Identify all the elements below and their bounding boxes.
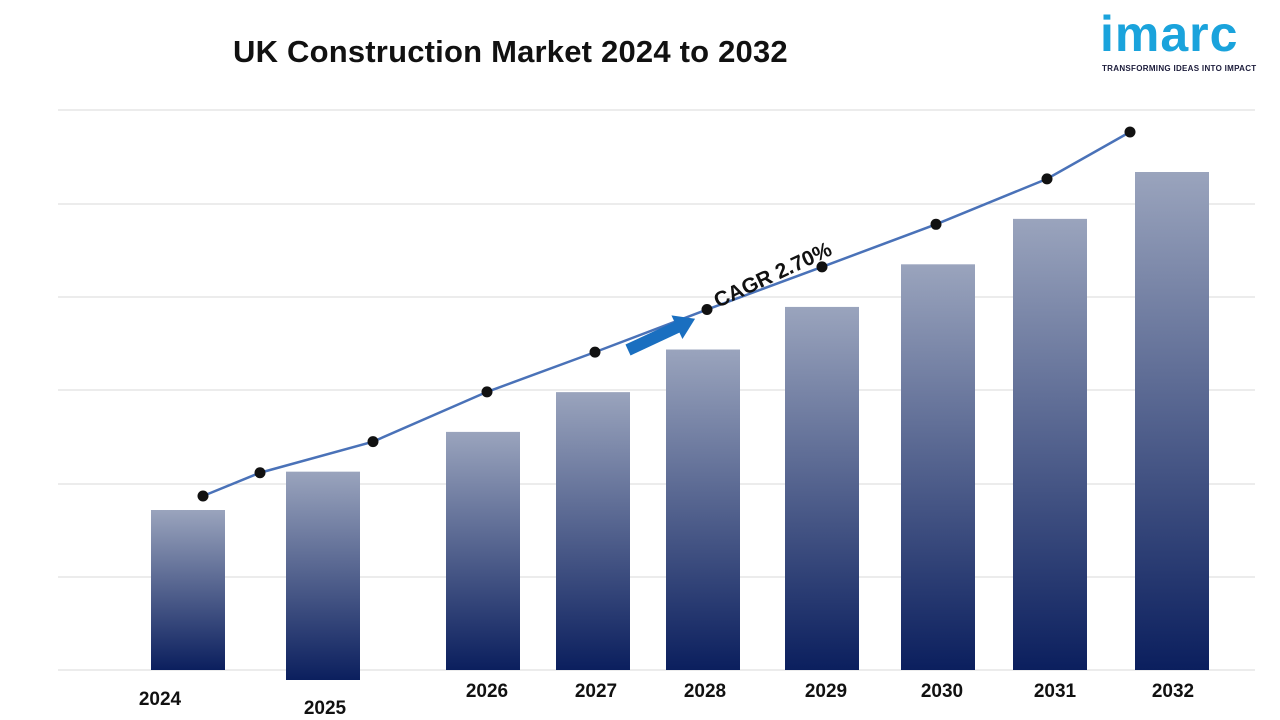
x-axis-labels: 2024 2025 2026 2027 2028 2029 2030 2031 2032: [139, 681, 1194, 719]
trend-line: [197, 126, 1136, 502]
bar-2024: [151, 510, 225, 670]
trend-marker: [197, 490, 209, 502]
x-tick-label: 2026: [466, 681, 508, 702]
x-tick-label: 2028: [684, 681, 726, 702]
x-tick-label: 2032: [1152, 681, 1194, 702]
x-tick-label: 2029: [805, 681, 847, 702]
trend-marker: [481, 386, 493, 398]
bar-2027: [556, 392, 630, 670]
bars: [151, 172, 1209, 680]
trend-marker: [254, 467, 266, 479]
trend-marker: [367, 436, 379, 448]
bar-2032: [1135, 172, 1209, 670]
x-tick-label: 2024: [139, 689, 182, 710]
logo-tagline: TRANSFORMING IDEAS INTO IMPACT: [1102, 64, 1257, 73]
trend-marker: [701, 304, 713, 316]
bar-2026: [446, 431, 520, 670]
bar-2030: [901, 264, 975, 670]
arrow-shaft: [625, 320, 682, 356]
trend-marker: [930, 218, 942, 230]
x-tick-label: 2031: [1034, 681, 1077, 702]
bar-2029: [785, 306, 859, 670]
x-tick-label: 2025: [304, 698, 347, 719]
trend-marker: [816, 261, 828, 273]
logo-wordmark: imarc: [1100, 6, 1239, 62]
bar-2025: [286, 471, 360, 680]
chart-title: UK Construction Market 2024 to 2032: [233, 34, 788, 69]
arrow-head: [671, 315, 696, 339]
trend-marker: [1041, 173, 1053, 185]
x-tick-label: 2027: [575, 681, 617, 702]
growth-arrow: [625, 315, 696, 356]
bar-2028: [666, 349, 740, 670]
trend-marker: [1124, 126, 1136, 138]
x-tick-label: 2030: [921, 681, 963, 702]
imarc-logo: imarc TRANSFORMING IDEAS INTO IMPACT: [1100, 6, 1260, 76]
cagr-label: CAGR 2.70%: [710, 238, 835, 313]
trend-polyline: [202, 130, 1131, 498]
trend-marker: [589, 346, 601, 358]
bar-2031: [1013, 218, 1087, 670]
